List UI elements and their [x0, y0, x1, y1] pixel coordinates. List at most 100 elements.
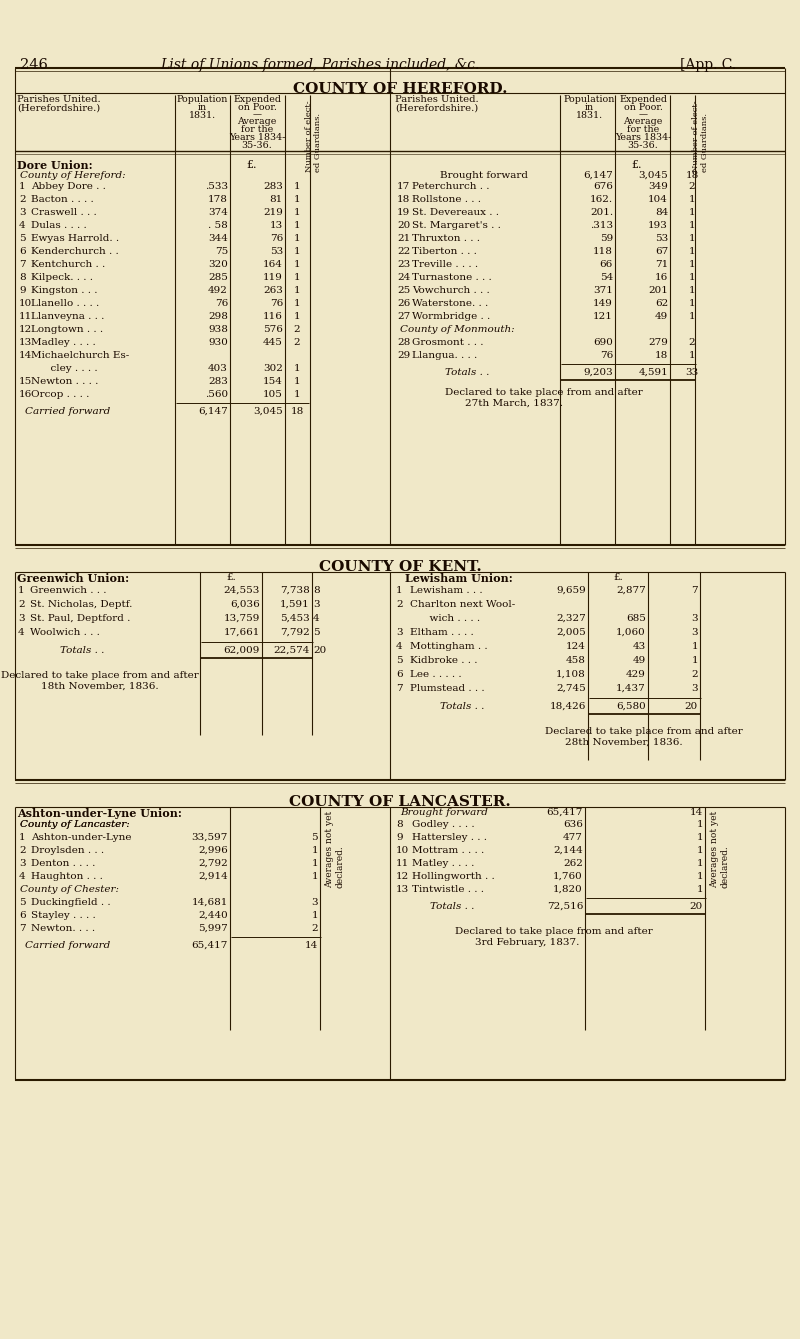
Text: Totals . .: Totals . . — [440, 702, 484, 711]
Text: 5: 5 — [313, 628, 320, 637]
Text: Lewisham . . .: Lewisham . . . — [410, 586, 482, 595]
Text: Totals . .: Totals . . — [60, 645, 104, 655]
Text: Carried forward: Carried forward — [25, 941, 110, 949]
Text: Brought forward: Brought forward — [440, 171, 528, 179]
Text: 690: 690 — [593, 337, 613, 347]
Text: Peterchurch . .: Peterchurch . . — [412, 182, 490, 191]
Text: Carried forward: Carried forward — [25, 407, 110, 416]
Text: 4,591: 4,591 — [638, 368, 668, 378]
Text: 13,759: 13,759 — [224, 615, 260, 623]
Text: 2,996: 2,996 — [198, 846, 228, 856]
Text: COUNTY OF HEREFORD.: COUNTY OF HEREFORD. — [293, 82, 507, 96]
Text: Turnastone . . .: Turnastone . . . — [412, 273, 492, 283]
Text: 49: 49 — [654, 312, 668, 321]
Text: 33,597: 33,597 — [192, 833, 228, 842]
Text: 4: 4 — [18, 628, 25, 637]
Text: 72,516: 72,516 — [546, 902, 583, 911]
Text: 162.: 162. — [590, 195, 613, 204]
Text: 14: 14 — [690, 807, 703, 817]
Text: cley . . . .: cley . . . . — [31, 364, 98, 374]
Text: Hollingworth . .: Hollingworth . . — [412, 872, 494, 881]
Text: 1: 1 — [689, 351, 695, 360]
Text: Kentchurch . .: Kentchurch . . — [31, 260, 106, 269]
Text: 3: 3 — [396, 628, 402, 637]
Text: 23: 23 — [397, 260, 410, 269]
Text: 22: 22 — [397, 246, 410, 256]
Text: Michaelchurch Es-: Michaelchurch Es- — [31, 351, 130, 360]
Text: 12: 12 — [19, 325, 32, 333]
Text: 16: 16 — [19, 390, 32, 399]
Text: 7: 7 — [19, 924, 26, 933]
Text: 67: 67 — [654, 246, 668, 256]
Text: 429: 429 — [626, 670, 646, 679]
Text: .533: .533 — [205, 182, 228, 191]
Text: Expended: Expended — [233, 95, 281, 104]
Text: Madley . . . .: Madley . . . . — [31, 337, 96, 347]
Text: 20: 20 — [685, 702, 698, 711]
Text: 1: 1 — [294, 299, 300, 308]
Text: Declared to take place from and after: Declared to take place from and after — [445, 388, 642, 396]
Text: 3: 3 — [313, 600, 320, 609]
Text: 1: 1 — [294, 364, 300, 374]
Text: Denton . . . .: Denton . . . . — [31, 860, 95, 868]
Text: 1,760: 1,760 — [554, 872, 583, 881]
Text: 62: 62 — [654, 299, 668, 308]
Text: 279: 279 — [648, 337, 668, 347]
Text: Plumstead . . .: Plumstead . . . — [410, 684, 485, 694]
Text: Parishes United.: Parishes United. — [17, 95, 101, 104]
Text: 262: 262 — [563, 860, 583, 868]
Text: 59: 59 — [600, 234, 613, 242]
Text: Parishes United.: Parishes United. — [395, 95, 478, 104]
Text: Llanello . . . .: Llanello . . . . — [31, 299, 99, 308]
Text: Kenderchurch . .: Kenderchurch . . — [31, 246, 118, 256]
Text: Tintwistle . . .: Tintwistle . . . — [412, 885, 484, 894]
Text: 35-36.: 35-36. — [628, 141, 658, 150]
Text: COUNTY OF LANCASTER.: COUNTY OF LANCASTER. — [289, 795, 511, 809]
Text: 2,144: 2,144 — [554, 846, 583, 856]
Text: 121: 121 — [593, 312, 613, 321]
Text: County of Hereford:: County of Hereford: — [20, 171, 126, 179]
Text: Average: Average — [623, 116, 662, 126]
Text: Expended: Expended — [619, 95, 667, 104]
Text: Newton. . . .: Newton. . . . — [31, 924, 95, 933]
Text: 6: 6 — [19, 911, 26, 920]
Text: 2: 2 — [311, 924, 318, 933]
Text: Newton . . . .: Newton . . . . — [31, 378, 98, 386]
Text: 1: 1 — [19, 833, 26, 842]
Text: 1: 1 — [691, 656, 698, 665]
Text: (Herefordshire.): (Herefordshire.) — [395, 104, 478, 112]
Text: 6: 6 — [396, 670, 402, 679]
Text: 4: 4 — [313, 615, 320, 623]
Text: St. Devereaux . .: St. Devereaux . . — [412, 208, 499, 217]
Text: 5: 5 — [19, 234, 26, 242]
Text: 3: 3 — [19, 208, 26, 217]
Text: 18th November, 1836.: 18th November, 1836. — [41, 682, 159, 691]
Text: Abbey Dore . .: Abbey Dore . . — [31, 182, 106, 191]
Text: 20: 20 — [397, 221, 410, 230]
Text: 283: 283 — [263, 182, 283, 191]
Text: 33: 33 — [686, 368, 698, 378]
Text: Brought forward: Brought forward — [400, 807, 488, 817]
Text: Kilpeck. . . .: Kilpeck. . . . — [31, 273, 93, 283]
Text: 118: 118 — [593, 246, 613, 256]
Text: Years 1834-: Years 1834- — [615, 133, 671, 142]
Text: Stayley . . . .: Stayley . . . . — [31, 911, 96, 920]
Text: Averages not yet
declared.: Averages not yet declared. — [710, 811, 730, 888]
Text: Number of elect-
ed Guardians.: Number of elect- ed Guardians. — [305, 100, 322, 171]
Text: 3: 3 — [691, 615, 698, 623]
Text: 9,659: 9,659 — [556, 586, 586, 595]
Text: 1: 1 — [696, 860, 703, 868]
Text: 458: 458 — [566, 656, 586, 665]
Text: 4: 4 — [396, 641, 402, 651]
Text: Woolwich . . .: Woolwich . . . — [30, 628, 100, 637]
Text: 7,792: 7,792 — [280, 628, 310, 637]
Text: 84: 84 — [654, 208, 668, 217]
Text: 302: 302 — [263, 364, 283, 374]
Text: 29: 29 — [397, 351, 410, 360]
Text: 76: 76 — [270, 234, 283, 242]
Text: 9: 9 — [396, 833, 402, 842]
Text: £.: £. — [226, 573, 236, 582]
Text: 2: 2 — [691, 670, 698, 679]
Text: 1: 1 — [689, 299, 695, 308]
Text: .560: .560 — [205, 390, 228, 399]
